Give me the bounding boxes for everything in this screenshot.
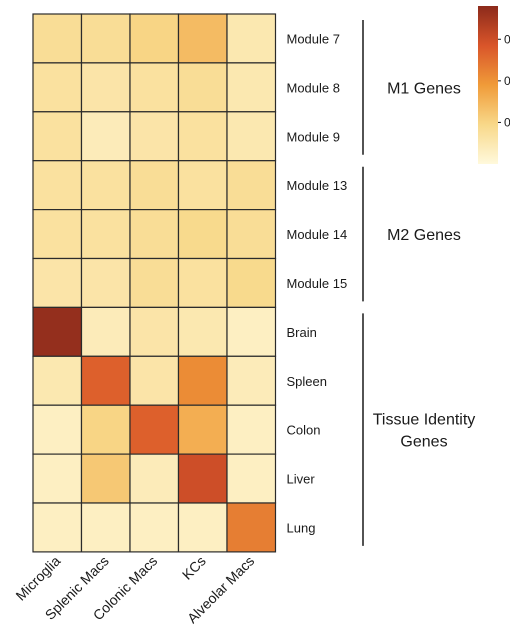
heatmap-cell: [32, 404, 83, 455]
heatmap-cell: [80, 13, 131, 64]
heatmap-cell: [129, 62, 180, 113]
heatmap-cell: [80, 62, 131, 113]
heatmap-cell: [177, 160, 228, 211]
heatmap-cell: [177, 404, 228, 455]
colorbar: 0.1 0.2 0.3: [478, 6, 510, 164]
row-label: Lung: [287, 520, 316, 535]
heatmap-cell: [129, 160, 180, 211]
heatmap-cell: [226, 453, 277, 504]
heatmap-cell: [80, 453, 131, 504]
heatmap-cell: [32, 306, 83, 357]
row-label: Module 13: [287, 178, 348, 193]
group-label: Tissue Identity: [373, 412, 476, 429]
row-label: Module 9: [287, 129, 340, 144]
heatmap-cell: [177, 502, 228, 553]
heatmap-cell: [177, 306, 228, 357]
heatmap-cell: [32, 355, 83, 406]
column-label: Microglia: [12, 553, 63, 604]
heatmap-cell: [32, 209, 83, 260]
heatmap-cell: [80, 502, 131, 553]
heatmap-cell: [129, 355, 180, 406]
heatmap-cell: [32, 257, 83, 309]
colorbar-gradient: [478, 6, 498, 164]
column-label: KCs: [179, 553, 209, 583]
heatmap-cell: [129, 306, 180, 357]
heatmap-cell: [129, 13, 180, 64]
row-label: Module 14: [287, 227, 348, 242]
heatmap-cell: [226, 13, 277, 64]
colorbar-tick-label: 0.1: [504, 115, 510, 129]
heatmap-cell: [226, 502, 277, 553]
heatmap-cell: [226, 209, 277, 260]
heatmap-cells: [32, 13, 277, 553]
heatmap-cell: [32, 160, 83, 211]
heatmap-cell: [80, 111, 131, 162]
heatmap-cell: [129, 209, 180, 260]
row-labels: Module 7 Module 8 Module 9 Module 13 Module …: [287, 31, 348, 535]
row-label: Liver: [287, 472, 316, 487]
heatmap-cell: [177, 209, 228, 260]
heatmap-cell: [80, 257, 131, 309]
group-label: M2 Genes: [387, 227, 461, 244]
heatmap-cell: [32, 453, 83, 504]
heatmap-cell: [32, 62, 83, 113]
heatmap-cell: [226, 160, 277, 211]
heatmap-cell: [80, 209, 131, 260]
row-label: Module 7: [287, 31, 340, 46]
row-label: Spleen: [287, 374, 327, 389]
heatmap-cell: [32, 111, 83, 162]
heatmap-cell: [129, 453, 180, 504]
heatmap-cell: [80, 306, 131, 357]
colorbar-tick-label: 0.3: [504, 32, 510, 46]
row-label: Brain: [287, 325, 317, 340]
colorbar-ticks: 0.1 0.2 0.3: [498, 32, 510, 129]
heatmap-cell: [80, 355, 131, 406]
heatmap-cell: [226, 404, 277, 455]
heatmap-cell: [177, 257, 228, 309]
heatmap-cell: [177, 453, 228, 504]
heatmap-cell: [80, 404, 131, 455]
heatmap-cell: [129, 404, 180, 455]
heatmap-cell: [177, 62, 228, 113]
row-label: Module 8: [287, 80, 340, 95]
group-brackets: M1 Genes M2 Genes Tissue Identity Genes: [362, 20, 476, 546]
group-label: M1 Genes: [387, 80, 461, 97]
heatmap-cell: [129, 257, 180, 309]
group-label: Genes: [400, 434, 447, 451]
heatmap-cell: [129, 502, 180, 553]
heatmap-cell: [226, 111, 277, 162]
heatmap-cell: [80, 160, 131, 211]
heatmap-cell: [226, 62, 277, 113]
heatmap-cell: [32, 502, 83, 553]
heatmap-cell: [226, 257, 277, 309]
row-label: Module 15: [287, 276, 348, 291]
heatmap-cell: [226, 355, 277, 406]
heatmap-cell: [129, 111, 180, 162]
row-label: Colon: [287, 423, 321, 438]
heatmap-cell: [177, 13, 228, 64]
heatmap-cell: [226, 306, 277, 357]
heatmap-cell: [177, 111, 228, 162]
colorbar-tick-label: 0.2: [504, 74, 510, 88]
heatmap-cell: [177, 355, 228, 406]
heatmap-cell: [32, 13, 83, 64]
